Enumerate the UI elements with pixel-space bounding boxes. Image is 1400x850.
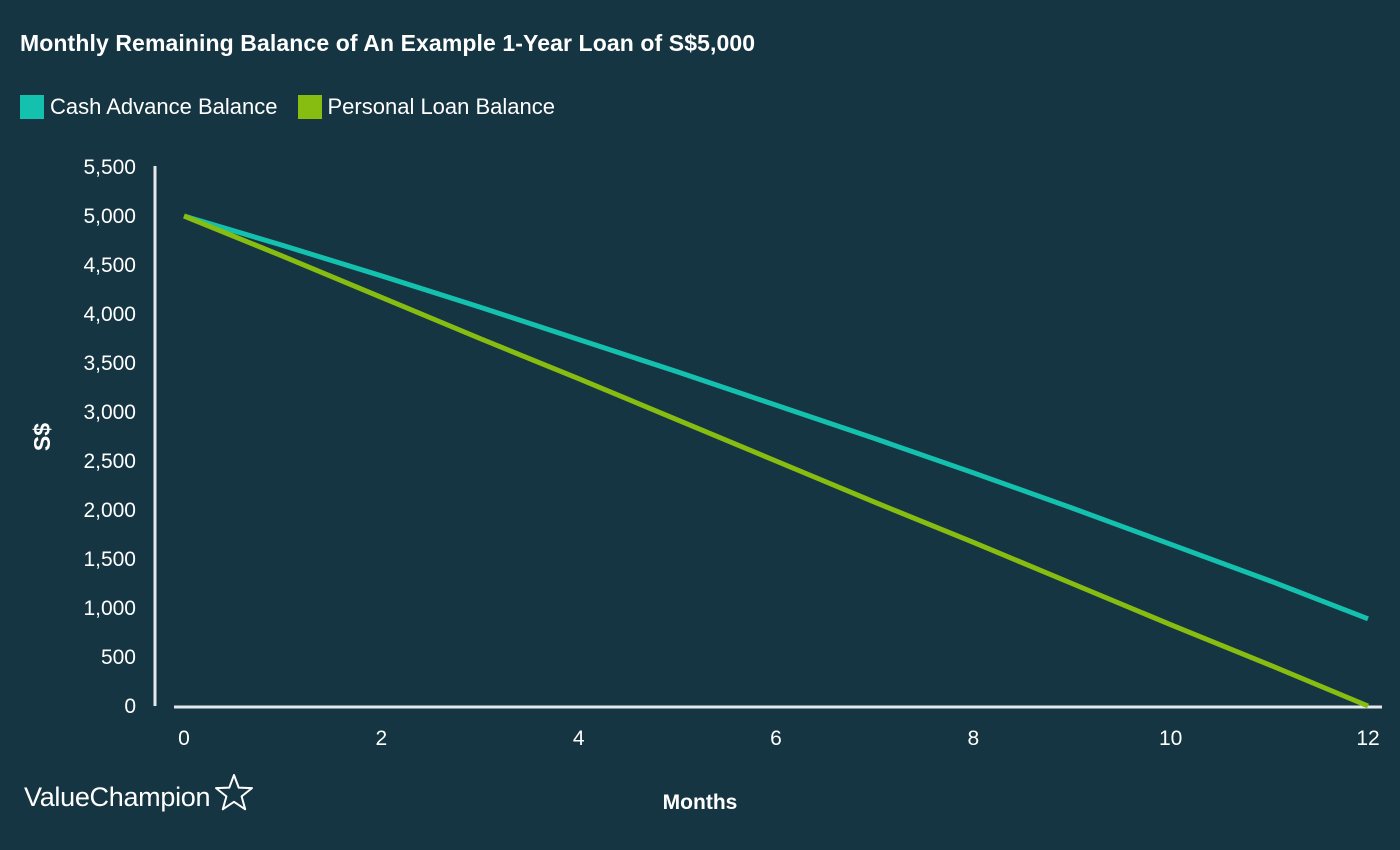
legend-swatch-cash-advance [20,95,44,119]
y-tick-label-1: 500 [101,646,136,669]
legend-label-personal-loan: Personal Loan Balance [327,94,556,119]
y-tick-label-11: 5,500 [83,156,136,179]
star-outline-icon [215,773,254,810]
x-tick-label-1: 2 [375,727,387,750]
x-axis-label: Months [663,791,738,814]
y-tick-label-0: 0 [124,695,136,718]
y-tick-label-6: 3,000 [83,401,136,424]
y-tick-label-5: 2,500 [83,450,136,473]
x-tick-label-4: 8 [967,727,979,750]
series-lines [183,213,1369,709]
x-axis-tick-labels: 0 2 4 6 8 10 12 [178,727,1380,750]
series-line-cash-advance [183,213,1369,622]
brand-name: ValueChampion [24,782,211,812]
y-tick-label-4: 2,000 [83,499,136,522]
series-line-personal-loan [183,213,1369,709]
y-axis-label: S$ [29,423,55,451]
x-tick-label-0: 0 [178,727,190,750]
x-tick-label-5: 10 [1159,727,1182,750]
legend-item-personal-loan[interactable]: Personal Loan Balance [297,94,556,120]
y-tick-label-8: 4,000 [83,303,136,326]
legend-label-cash-advance: Cash Advance Balance [50,94,278,119]
y-tick-label-3: 1,500 [83,548,136,571]
chart-title: Monthly Remaining Balance of An Example … [20,30,756,56]
x-tick-label-6: 12 [1356,727,1379,750]
y-tick-label-9: 4,500 [83,254,136,277]
chart-legend: Cash Advance Balance Personal Loan Balan… [20,94,575,120]
x-tick-label-3: 6 [770,727,782,750]
legend-swatch-personal-loan [297,95,322,119]
y-tick-label-2: 1,000 [83,597,136,620]
y-tick-label-10: 5,000 [83,205,136,228]
y-axis-tick-labels: 0 500 1,000 1,500 2,000 2,500 3,000 3,500 4,000 4… [83,156,136,718]
brand-logo: ValueChampion [24,773,254,813]
y-tick-label-7: 3,500 [83,352,136,375]
x-tick-label-2: 4 [573,727,585,750]
legend-item-cash-advance[interactable]: Cash Advance Balance [20,94,278,120]
